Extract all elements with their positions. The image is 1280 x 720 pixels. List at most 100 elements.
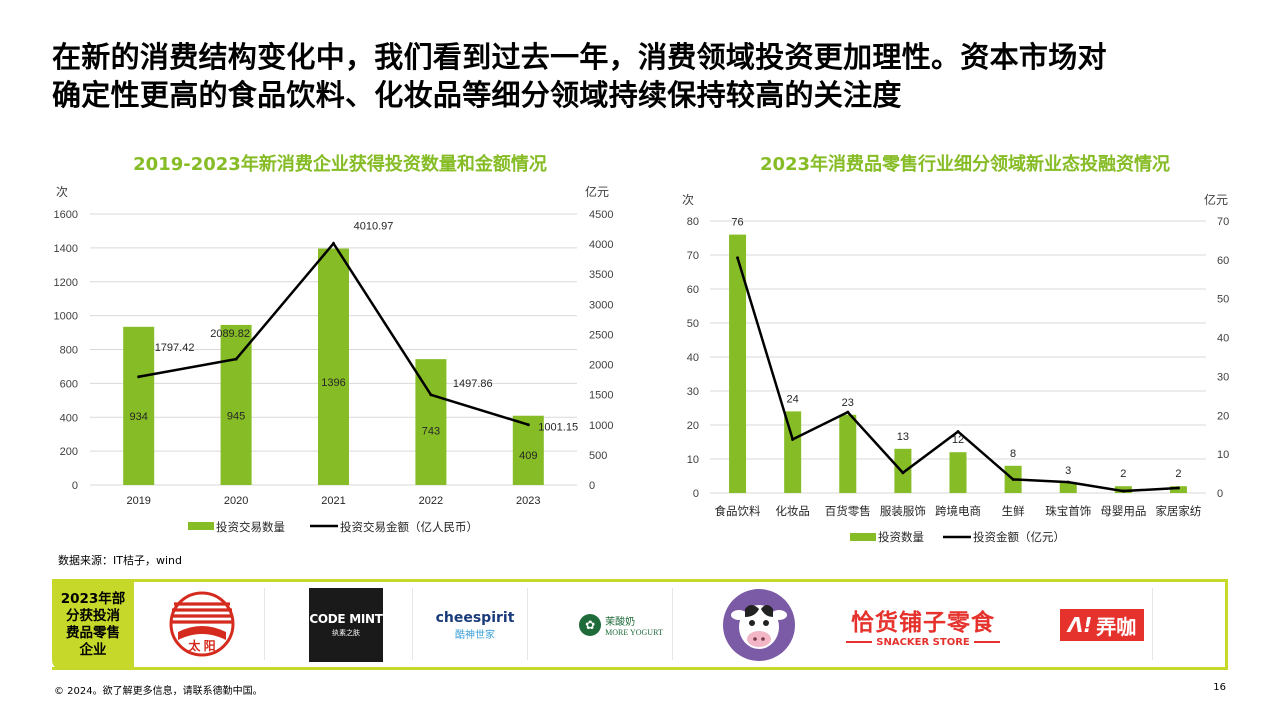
y-tick-left: 600 <box>60 378 78 390</box>
y-tick-left: 1000 <box>54 311 78 323</box>
y-tick-left: 10 <box>687 454 699 466</box>
legend-label: 投资交易金额（亿人民币） <box>340 520 478 534</box>
leaf-icon: ✿ <box>579 614 602 636</box>
bar-data-label: 8 <box>1010 448 1016 460</box>
headline: 在新的消费结构变化中，我们看到过去一年，消费领域投资更加理性。资本市场对 确定性… <box>52 38 1232 114</box>
x-tick-label: 2020 <box>224 495 248 507</box>
divider <box>527 588 528 660</box>
legend-label: 投资金额（亿元） <box>973 530 1065 544</box>
codemint-logo: CODE MINT 纨素之肤 <box>304 585 388 665</box>
x-tick-label: 服装服饰 <box>880 504 926 518</box>
y-tick-right: 70 <box>1217 216 1229 228</box>
legend-swatch-bar <box>188 522 214 530</box>
logo-strip-label: 2023年部 分获投消 费品零售 企业 <box>52 579 134 670</box>
snacker-store-text: 恰货铺子零食 <box>851 609 995 636</box>
x-tick-label: 家居家纺 <box>1155 504 1201 518</box>
y-tick-left: 1200 <box>54 277 78 289</box>
y-tick-right: 500 <box>589 450 607 462</box>
line-data-label: 2089.82 <box>210 328 250 340</box>
bar-data-label: 945 <box>227 410 245 422</box>
line-point <box>332 241 335 245</box>
y-tick-left: 40 <box>687 352 699 364</box>
y-tick-right: 10 <box>1217 449 1229 461</box>
bar <box>1059 482 1077 493</box>
data-source: 数据来源：IT桔子，wind <box>58 554 182 567</box>
y-axis-unit-left: 次 <box>682 193 694 207</box>
legend-label: 投资交易数量 <box>216 520 285 534</box>
bar-data-label: 3 <box>1065 465 1071 477</box>
line-point <box>526 423 530 427</box>
footer-copyright: © 2024。欲了解更多信息，请联系德勤中国。 <box>54 686 263 697</box>
bar <box>839 414 857 493</box>
x-tick-label: 母婴用品 <box>1100 505 1146 518</box>
bar-data-label: 12 <box>952 434 964 446</box>
logo-strip <box>52 579 1228 670</box>
bar-data-label: 743 <box>422 425 440 437</box>
y-tick-left: 0 <box>693 488 699 500</box>
y-tick-right: 1500 <box>589 390 613 402</box>
nongka-mark-icon: Λ! <box>1067 613 1093 637</box>
bar <box>220 324 252 485</box>
bar-data-label: 76 <box>731 217 743 229</box>
x-tick-label: 生鲜 <box>1002 504 1025 518</box>
y-tick-right: 60 <box>1217 255 1229 267</box>
x-tick-label: 2022 <box>419 495 443 507</box>
bar <box>949 452 967 493</box>
line-point <box>791 437 795 441</box>
nongka-logo: Λ! 弄咖 <box>1050 585 1154 665</box>
x-tick-label: 2019 <box>126 495 150 507</box>
y-axis-unit-left: 次 <box>56 185 68 199</box>
y-tick-left: 800 <box>60 345 78 357</box>
headline-line-1: 在新的消费结构变化中，我们看到过去一年，消费领域投资更加理性。资本市场对 <box>52 40 1107 74</box>
y-tick-right: 4000 <box>589 239 613 251</box>
line-point <box>846 410 850 414</box>
y-tick-right: 3000 <box>589 299 613 311</box>
y-tick-right: 30 <box>1217 371 1229 383</box>
bar <box>123 326 155 485</box>
x-tick-label: 百货零售 <box>825 504 871 518</box>
bar <box>729 234 747 493</box>
y-tick-left: 60 <box>687 284 699 296</box>
line-data-label: 1001.15 <box>538 422 578 434</box>
y-tick-right: 0 <box>1217 488 1223 500</box>
more-yogurt-text: 茉酸奶 <box>605 617 636 628</box>
divider <box>1152 588 1153 660</box>
line-point <box>1011 477 1015 481</box>
taiyang-text: 太 阳 <box>188 638 215 653</box>
y-tick-right: 2500 <box>589 329 613 341</box>
x-tick-label: 跨境电商 <box>935 504 981 518</box>
bar-data-label: 409 <box>519 450 537 462</box>
chart-2: 0 10 20 30 40 50 60 70 80 0 10 20 30 40 50 60 70 次 亿元食品饮料化… <box>682 192 1229 544</box>
y-tick-right: 0 <box>589 480 595 492</box>
y-tick-right: 2000 <box>589 360 613 372</box>
bar <box>512 415 544 485</box>
y-tick-left: 200 <box>60 446 78 458</box>
line-data-label: 1497.86 <box>453 378 493 390</box>
chart-2-title: 2023年消费品零售行业细分领域新业态投融资情况 <box>759 154 1171 175</box>
more-yogurt-logo: ✿ 茉酸奶 MORE YOGURT <box>566 585 676 665</box>
cheespirit-text: cheespirit <box>435 609 515 626</box>
line-point <box>137 375 141 379</box>
bar <box>784 411 802 493</box>
y-tick-left: 80 <box>687 216 699 228</box>
y-tick-left: 0 <box>72 480 78 492</box>
y-tick-left: 30 <box>687 386 699 398</box>
bar <box>318 248 349 485</box>
bar-data-label: 2 <box>1175 468 1181 480</box>
line-point <box>429 393 433 397</box>
y-tick-right: 40 <box>1217 333 1229 345</box>
codemint-text: CODE MINT <box>309 612 383 626</box>
line-point <box>1176 486 1180 490</box>
logo-label-line: 2023年部 <box>60 590 126 607</box>
bar-data-label: 24 <box>787 393 799 405</box>
headline-line-2: 确定性更高的食品饮料、化妆品等细分领域持续保持较高的关注度 <box>52 78 902 112</box>
more-yogurt-sub: MORE YOGURT <box>605 628 663 637</box>
legend-label: 投资数量 <box>878 530 924 544</box>
line-data-label: 1797.42 <box>155 342 195 354</box>
x-tick-label: 化妆品 <box>775 504 810 518</box>
cow-brand-logo <box>718 585 800 665</box>
logo-label-line: 企业 <box>79 641 107 658</box>
bar-data-label: 934 <box>130 411 148 423</box>
y-tick-left: 70 <box>687 250 699 262</box>
bar-data-label: 23 <box>842 397 854 409</box>
